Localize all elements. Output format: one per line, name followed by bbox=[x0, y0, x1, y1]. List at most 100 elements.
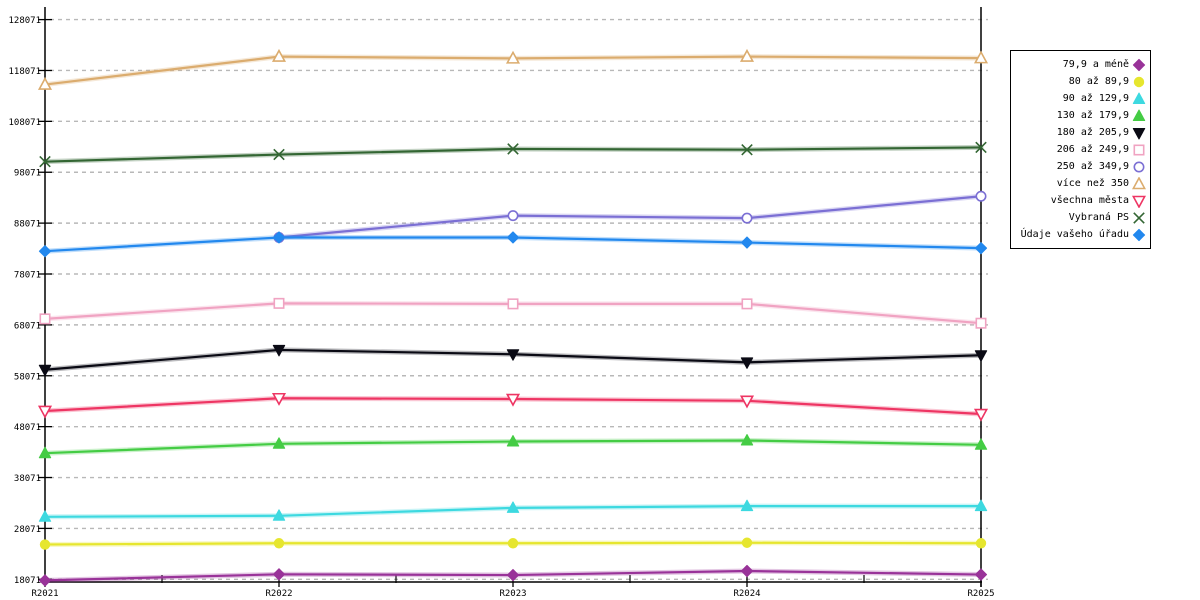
legend-label: 80 až 89,9 bbox=[1068, 76, 1129, 87]
legend-marker-icon bbox=[1133, 143, 1145, 155]
x-axis-label: R2024 bbox=[733, 589, 760, 599]
triangle-up-marker-icon bbox=[506, 435, 520, 447]
triangle-down-marker-icon bbox=[38, 364, 52, 377]
legend-label: 130 až 179,9 bbox=[1056, 110, 1129, 121]
triangle-down-marker-icon bbox=[1132, 127, 1146, 139]
y-axis-label: 98071 bbox=[14, 169, 41, 179]
triangle-down-marker-icon bbox=[973, 408, 989, 422]
x-cross-marker-icon bbox=[741, 143, 753, 156]
square-marker-icon bbox=[273, 297, 285, 309]
triangle-up-marker-icon bbox=[505, 50, 521, 64]
triangle-down-marker-icon bbox=[272, 344, 286, 357]
diamond-marker-icon bbox=[272, 568, 286, 581]
legend-label: všechna města bbox=[1050, 195, 1129, 206]
triangle-up-marker-icon bbox=[973, 50, 989, 64]
y-axis-label: 108071 bbox=[8, 118, 41, 128]
legend-item-2: 90 až 129,9 bbox=[1015, 90, 1146, 107]
triangle-up-marker-icon bbox=[37, 76, 53, 90]
circle-marker-icon bbox=[1133, 76, 1145, 87]
square-marker-icon bbox=[1133, 143, 1145, 155]
diamond-marker-icon bbox=[506, 231, 520, 244]
x-axis-label: R2023 bbox=[499, 589, 526, 599]
diamond-marker-icon bbox=[1132, 228, 1146, 241]
y-axis-label: 68071 bbox=[14, 321, 41, 331]
diamond-marker-icon bbox=[38, 245, 52, 258]
triangle-down-marker-icon bbox=[740, 357, 754, 369]
square-marker-icon bbox=[741, 298, 753, 310]
legend-item-1: 80 až 89,9 bbox=[1015, 73, 1146, 90]
legend-marker-icon bbox=[1133, 211, 1145, 224]
circle-marker-icon bbox=[975, 538, 987, 549]
legend-marker-icon bbox=[1133, 161, 1145, 172]
triangle-up-marker-icon bbox=[974, 499, 988, 512]
triangle-up-marker-icon bbox=[974, 438, 988, 450]
x-cross-marker-icon bbox=[507, 143, 519, 155]
x-cross-marker-icon bbox=[975, 141, 987, 154]
square-marker-icon bbox=[975, 317, 987, 329]
y-axis-label: 118071 bbox=[8, 67, 41, 77]
x-cross-marker-icon bbox=[1133, 211, 1145, 224]
legend-item-10: Údaje vašeho úřadu bbox=[1015, 226, 1146, 243]
legend-item-4: 180 až 205,9 bbox=[1015, 124, 1146, 141]
triangle-up-marker-icon bbox=[1132, 176, 1146, 189]
circle-marker-icon bbox=[507, 210, 519, 222]
series-line-6 bbox=[277, 195, 983, 239]
legend-label: Údaje vašeho úřadu bbox=[1020, 229, 1129, 240]
circle-marker-icon bbox=[741, 537, 753, 548]
y-axis-label: 58071 bbox=[14, 372, 41, 382]
diamond-marker-icon bbox=[740, 564, 754, 578]
diamond-marker-icon bbox=[272, 231, 286, 244]
square-marker-icon bbox=[507, 298, 519, 310]
x-axis-label: R2022 bbox=[265, 589, 292, 599]
legend-marker-icon bbox=[1132, 228, 1146, 241]
x-axis-label: R2021 bbox=[31, 589, 58, 599]
triangle-down-marker-icon bbox=[974, 350, 988, 362]
legend-item-8: všechna města bbox=[1015, 192, 1146, 209]
y-axis-label: 18071 bbox=[14, 576, 41, 586]
diamond-marker-icon bbox=[740, 236, 754, 249]
y-axis-label: 48071 bbox=[14, 423, 41, 433]
legend-item-0: 79,9 a méně bbox=[1015, 56, 1146, 73]
triangle-up-marker-icon bbox=[272, 509, 286, 521]
legend-marker-icon bbox=[1132, 58, 1146, 71]
legend-label: 250 až 349,9 bbox=[1056, 161, 1129, 172]
triangle-up-marker-icon bbox=[38, 446, 52, 459]
legend-item-3: 130 až 179,9 bbox=[1015, 107, 1146, 124]
triangle-down-marker-icon bbox=[505, 393, 521, 407]
diamond-marker-icon bbox=[974, 242, 988, 255]
circle-marker-icon bbox=[507, 538, 519, 549]
y-axis-label: 78071 bbox=[14, 271, 41, 281]
y-axis-label: 88071 bbox=[14, 220, 41, 230]
circle-marker-icon bbox=[975, 190, 987, 202]
legend-marker-icon bbox=[1132, 109, 1146, 121]
legend-label: 206 až 249,9 bbox=[1056, 144, 1129, 155]
x-axis-label: R2025 bbox=[967, 589, 994, 599]
triangle-up-marker-icon bbox=[506, 501, 520, 513]
triangle-up-marker-icon bbox=[272, 437, 286, 449]
y-axis-label: 38071 bbox=[14, 474, 41, 484]
triangle-up-marker-icon bbox=[38, 510, 52, 522]
legend-marker-icon bbox=[1132, 176, 1146, 189]
legend-marker-icon bbox=[1132, 195, 1146, 208]
legend-marker-icon bbox=[1133, 76, 1145, 87]
triangle-up-marker-icon bbox=[1132, 109, 1146, 121]
diamond-marker-icon bbox=[974, 568, 988, 581]
triangle-down-marker-icon bbox=[37, 405, 53, 419]
legend-item-7: více než 350 bbox=[1015, 175, 1146, 192]
square-marker-icon bbox=[39, 313, 51, 325]
circle-marker-icon bbox=[1133, 161, 1145, 172]
legend-item-9: Vybraná PS bbox=[1015, 209, 1146, 226]
legend-item-6: 250 až 349,9 bbox=[1015, 158, 1146, 175]
circle-marker-icon bbox=[741, 212, 753, 224]
legend-label: Vybraná PS bbox=[1068, 212, 1129, 223]
y-axis-label: 128071 bbox=[8, 16, 41, 26]
triangle-up-marker-icon bbox=[271, 48, 287, 62]
triangle-down-marker-icon bbox=[1132, 195, 1146, 208]
x-cross-marker-icon bbox=[39, 155, 51, 168]
y-axis-label: 28071 bbox=[14, 525, 41, 535]
chart-legend: 79,9 a méně 80 až 89,9 90 až 129,9 130 až 1… bbox=[1010, 50, 1151, 249]
legend-marker-icon bbox=[1132, 127, 1146, 139]
triangle-up-marker-icon bbox=[740, 499, 754, 512]
diamond-marker-icon bbox=[38, 574, 52, 587]
